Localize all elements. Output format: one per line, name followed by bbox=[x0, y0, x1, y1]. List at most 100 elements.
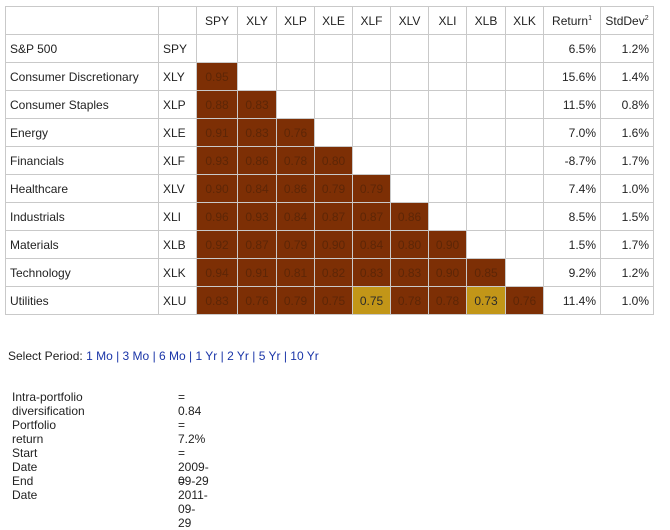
empty-cell bbox=[314, 34, 353, 63]
summary-label: Start Date bbox=[12, 446, 38, 474]
correlation-cell: 0.87 bbox=[237, 230, 277, 259]
period-link-3-mo[interactable]: 3 Mo bbox=[122, 349, 150, 363]
period-selector: Select Period: 1 Mo | 3 Mo | 6 Mo | 1 Yr… bbox=[8, 349, 319, 363]
return-cell: 1.5% bbox=[543, 230, 601, 259]
empty-cell bbox=[505, 174, 544, 203]
correlation-cell: 0.90 bbox=[428, 230, 467, 259]
sector-name: Consumer Staples bbox=[5, 90, 159, 119]
period-separator: | bbox=[248, 349, 259, 363]
column-header: XLP bbox=[276, 6, 315, 35]
empty-cell bbox=[352, 90, 391, 119]
correlation-cell: 0.79 bbox=[276, 286, 315, 315]
sector-name: Consumer Discretionary bbox=[5, 62, 159, 91]
correlation-cell: 0.78 bbox=[276, 146, 315, 175]
sector-name: Utilities bbox=[5, 286, 159, 315]
correlation-cell: 0.94 bbox=[196, 258, 238, 287]
period-separator: | bbox=[112, 349, 123, 363]
stddev-cell: 1.5% bbox=[600, 202, 654, 231]
empty-cell bbox=[505, 230, 544, 259]
correlation-cell: 0.83 bbox=[237, 118, 277, 147]
correlation-cell: 0.86 bbox=[276, 174, 315, 203]
period-separator: | bbox=[185, 349, 196, 363]
empty-cell bbox=[428, 62, 467, 91]
sector-name: Materials bbox=[5, 230, 159, 259]
empty-cell bbox=[505, 146, 544, 175]
sector-ticker: XLB bbox=[158, 230, 197, 259]
period-link-2-yr[interactable]: 2 Yr bbox=[227, 349, 249, 363]
header-corner bbox=[5, 6, 159, 35]
sector-name: Energy bbox=[5, 118, 159, 147]
empty-cell bbox=[505, 90, 544, 119]
correlation-cell: 0.76 bbox=[237, 286, 277, 315]
empty-cell bbox=[505, 62, 544, 91]
column-header: XLK bbox=[505, 6, 544, 35]
sector-name: Technology bbox=[5, 258, 159, 287]
empty-cell bbox=[428, 90, 467, 119]
column-header: XLB bbox=[466, 6, 506, 35]
return-cell: 7.0% bbox=[543, 118, 601, 147]
table-row: Consumer Discretionary XLY 0.95 15.6% 1.4% bbox=[5, 62, 654, 91]
correlation-cell: 0.80 bbox=[314, 146, 353, 175]
period-link-1-mo[interactable]: 1 Mo bbox=[86, 349, 113, 363]
empty-cell bbox=[390, 118, 429, 147]
return-cell: 7.4% bbox=[543, 174, 601, 203]
table-header-row: SPY XLY XLP XLE XLF XLV XLI XLB XLK Retu… bbox=[5, 6, 654, 35]
empty-cell bbox=[466, 174, 506, 203]
column-header: SPY bbox=[196, 6, 238, 35]
stddev-cell: 0.8% bbox=[600, 90, 654, 119]
empty-cell bbox=[466, 118, 506, 147]
empty-cell bbox=[428, 202, 467, 231]
table-row: S&P 500 SPY 6.5% 1.2% bbox=[5, 34, 654, 63]
period-link-10-yr[interactable]: 10 Yr bbox=[290, 349, 319, 363]
column-header: XLI bbox=[428, 6, 467, 35]
empty-cell bbox=[196, 34, 238, 63]
sector-ticker: XLE bbox=[158, 118, 197, 147]
correlation-cell: 0.84 bbox=[352, 230, 391, 259]
sector-name: Healthcare bbox=[5, 174, 159, 203]
correlation-cell: 0.91 bbox=[237, 258, 277, 287]
summary-value: = 7.2% bbox=[178, 418, 206, 446]
period-link-1-yr[interactable]: 1 Yr bbox=[195, 349, 218, 363]
correlation-cell: 0.87 bbox=[314, 202, 353, 231]
sector-ticker: XLP bbox=[158, 90, 197, 119]
empty-cell bbox=[505, 258, 544, 287]
correlation-cell: 0.75 bbox=[352, 286, 391, 315]
return-cell: 15.6% bbox=[543, 62, 601, 91]
empty-cell bbox=[466, 230, 506, 259]
summary-label: Portfolio return bbox=[12, 418, 57, 446]
return-cell: 11.5% bbox=[543, 90, 601, 119]
correlation-cell: 0.90 bbox=[428, 258, 467, 287]
empty-cell bbox=[314, 90, 353, 119]
summary-value: = 0.84 bbox=[178, 390, 202, 418]
empty-cell bbox=[390, 146, 429, 175]
empty-cell bbox=[466, 202, 506, 231]
correlation-cell: 0.83 bbox=[390, 258, 429, 287]
sector-name: S&P 500 bbox=[5, 34, 159, 63]
correlation-cell: 0.81 bbox=[276, 258, 315, 287]
return-cell: 8.5% bbox=[543, 202, 601, 231]
empty-cell bbox=[352, 118, 391, 147]
table-row: Energy XLE 0.91 0.83 0.76 7.0% 1.6% bbox=[5, 118, 654, 147]
empty-cell bbox=[428, 146, 467, 175]
correlation-cell: 0.84 bbox=[237, 174, 277, 203]
period-link-5-yr[interactable]: 5 Yr bbox=[258, 349, 281, 363]
sector-ticker: SPY bbox=[158, 34, 197, 63]
correlation-cell: 0.80 bbox=[390, 230, 429, 259]
correlation-cell: 0.76 bbox=[276, 118, 315, 147]
stddev-cell: 1.0% bbox=[600, 286, 654, 315]
table-row: Consumer Staples XLP 0.88 0.83 11.5% 0.8% bbox=[5, 90, 654, 119]
period-link-6-mo[interactable]: 6 Mo bbox=[159, 349, 186, 363]
correlation-cell: 0.75 bbox=[314, 286, 353, 315]
correlation-cell: 0.78 bbox=[390, 286, 429, 315]
stddev-cell: 1.0% bbox=[600, 174, 654, 203]
return-cell: 9.2% bbox=[543, 258, 601, 287]
empty-cell bbox=[314, 118, 353, 147]
correlation-cell: 0.92 bbox=[196, 230, 238, 259]
sector-ticker: XLK bbox=[158, 258, 197, 287]
empty-cell bbox=[466, 90, 506, 119]
correlation-cell: 0.79 bbox=[276, 230, 315, 259]
column-header: XLV bbox=[390, 6, 429, 35]
empty-cell bbox=[276, 90, 315, 119]
empty-cell bbox=[428, 34, 467, 63]
correlation-cell: 0.86 bbox=[390, 202, 429, 231]
